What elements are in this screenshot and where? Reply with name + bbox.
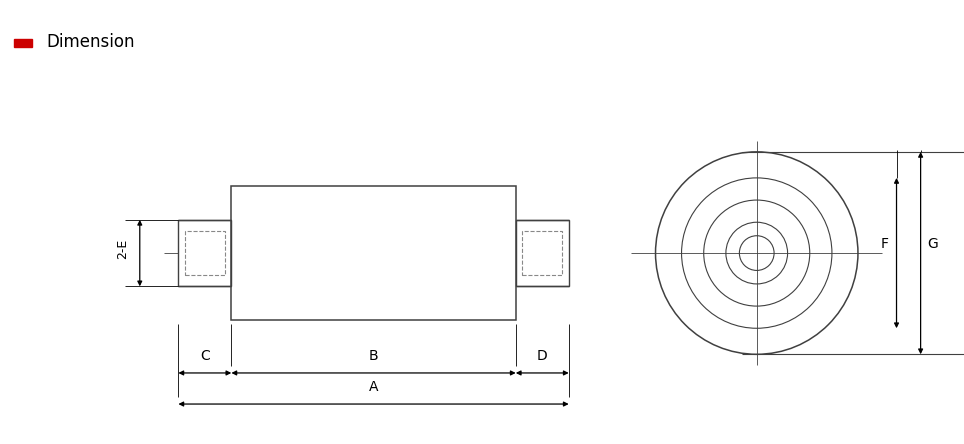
Text: B: B: [369, 349, 378, 363]
Text: C: C: [200, 349, 210, 363]
Text: A: A: [369, 380, 378, 394]
Bar: [185, 231, 225, 275]
Bar: [522, 231, 562, 275]
Bar: [516, 220, 569, 286]
Text: 2-E: 2-E: [116, 238, 129, 259]
Bar: [178, 220, 231, 286]
Text: Dimension: Dimension: [46, 33, 135, 51]
Text: F: F: [881, 237, 889, 251]
Bar: [14, 39, 32, 47]
Text: G: G: [926, 237, 938, 251]
Text: D: D: [537, 349, 548, 363]
Bar: [231, 186, 516, 320]
